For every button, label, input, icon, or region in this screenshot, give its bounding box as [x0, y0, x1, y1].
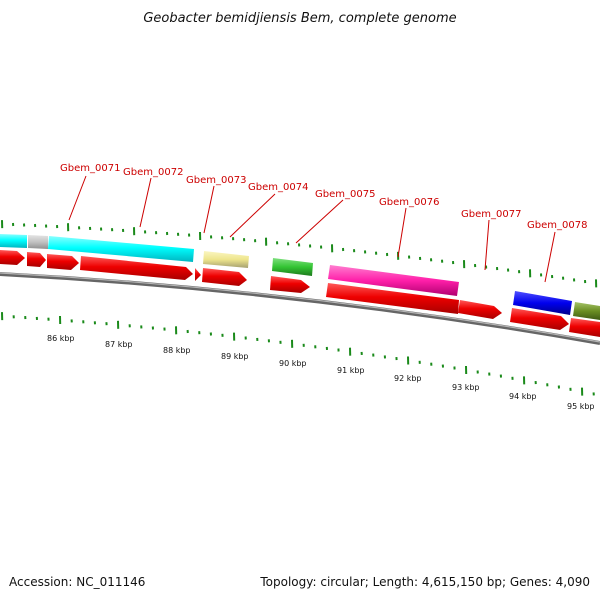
- genome-backbone: [0, 272, 600, 345]
- kbp-label: 88 kbp: [163, 346, 191, 355]
- leader-line: [295, 199, 344, 244]
- cds-arrow: [27, 252, 46, 267]
- cds-arrow: [80, 256, 193, 280]
- gene-label: Gbem_0073: [186, 175, 246, 186]
- cds-arrow: [458, 300, 502, 319]
- leader-line: [484, 219, 490, 271]
- gene-label: Gbem_0074: [248, 182, 308, 193]
- accession-text: Accession: NC_011146: [9, 575, 145, 589]
- feature-track: [0, 234, 600, 320]
- leader-line: [229, 193, 276, 238]
- feature-block-blue: [513, 291, 572, 315]
- kbp-label: 93 kbp: [452, 383, 480, 392]
- kbp-label: 86 kbp: [47, 334, 75, 343]
- leader-line: [544, 231, 556, 283]
- feature-block-khaki: [203, 251, 249, 268]
- feature-block-olive: [573, 302, 600, 320]
- cds-arrow: [326, 283, 459, 314]
- feature-block-cyan: [48, 236, 194, 262]
- leader-line: [397, 207, 407, 258]
- cds-arrow: [270, 276, 310, 293]
- gene-label: Gbem_0076: [379, 197, 439, 208]
- cds-arrow: [47, 254, 79, 270]
- gene-label: Gbem_0071: [60, 163, 120, 174]
- genome-summary-text: Topology: circular; Length: 4,615,150 bp…: [259, 575, 590, 589]
- kbp-label: 90 kbp: [279, 359, 307, 368]
- feature-block-grey: [28, 235, 48, 249]
- gene-label: Gbem_0075: [315, 189, 375, 200]
- leader-line: [68, 175, 87, 221]
- feature-block-green: [272, 258, 313, 276]
- leader-line: [139, 177, 152, 228]
- cds-track: [0, 250, 600, 337]
- kbp-label: 87 kbp: [105, 340, 133, 349]
- kbp-label: 94 kbp: [509, 392, 537, 401]
- gene-label: Gbem_0072: [123, 167, 183, 178]
- cds-arrow: [202, 268, 247, 286]
- cds-arrow: [510, 308, 569, 330]
- map-title: Geobacter bemidjiensis Bem, complete gen…: [143, 11, 456, 26]
- cds-arrow: [569, 318, 600, 337]
- gene-labels: Gbem_0071 Gbem_0072 Gbem_0073 Gbem_0074 …: [60, 163, 587, 231]
- kbp-label: 95 kbp: [567, 402, 595, 411]
- genome-backbone-highlight: [0, 272, 600, 343]
- cds-arrow: [195, 268, 201, 281]
- leader-line: [203, 185, 215, 234]
- cds-arrow: [0, 250, 25, 265]
- feature-block-magenta: [328, 265, 459, 296]
- gene-leader-lines: [68, 175, 556, 283]
- gene-label: Gbem_0077: [461, 209, 521, 220]
- gene-label: Gbem_0078: [527, 220, 587, 231]
- lower-tick-ring: [1, 312, 595, 396]
- upper-tick-ring: [1, 220, 598, 288]
- kbp-label: 89 kbp: [221, 352, 249, 361]
- kbp-label: 92 kbp: [394, 374, 422, 383]
- kbp-scale-labels: 86 kbp 87 kbp 88 kbp 89 kbp 90 kbp 91 kb…: [47, 334, 595, 411]
- kbp-label: 91 kbp: [337, 366, 365, 375]
- feature-block-cyan-left: [0, 234, 27, 248]
